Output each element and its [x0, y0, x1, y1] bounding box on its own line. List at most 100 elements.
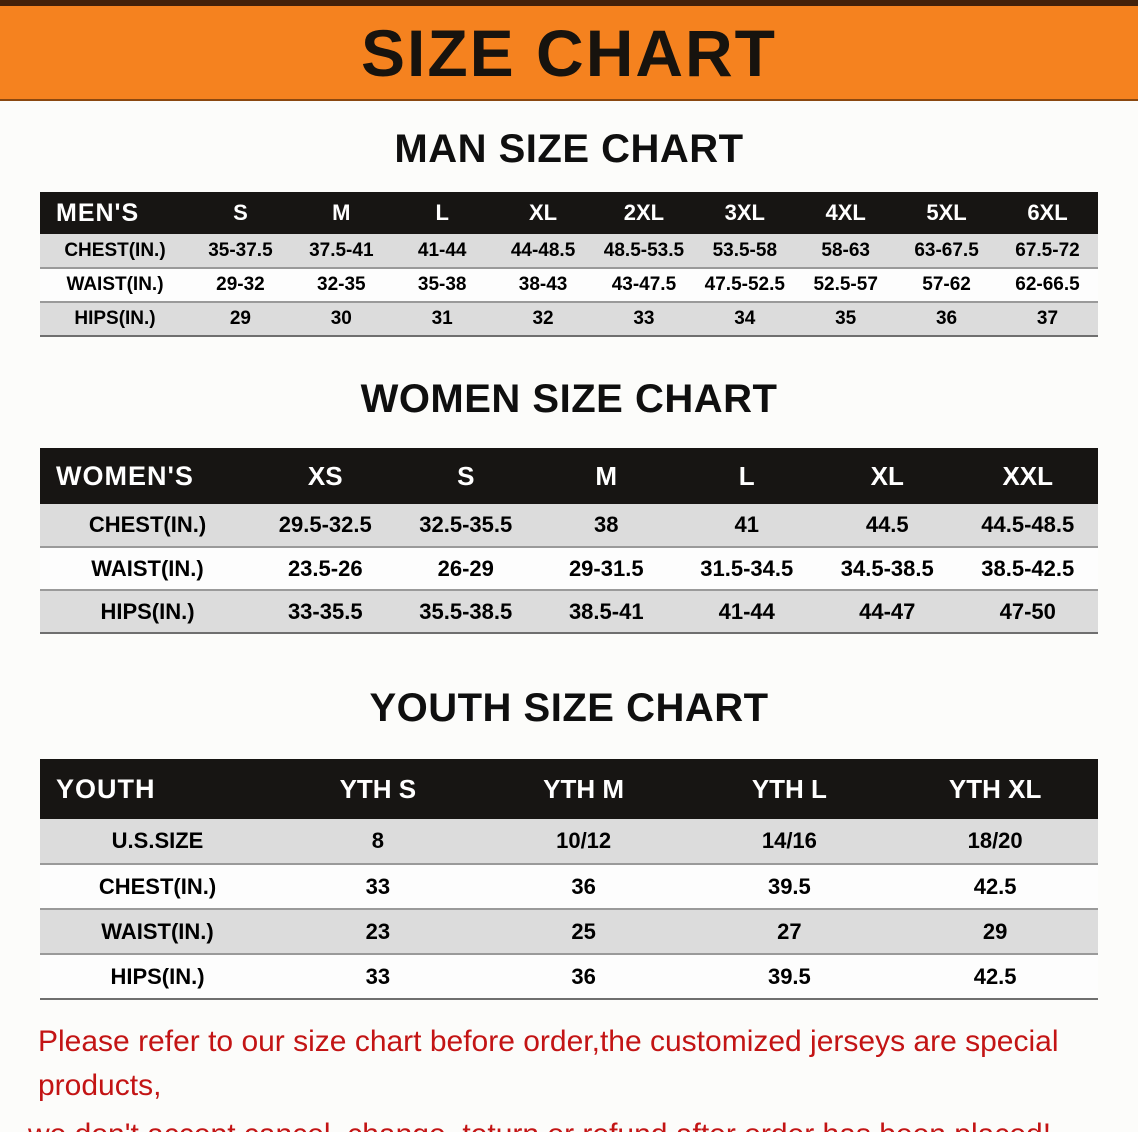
row-label: CHEST(IN.) [40, 864, 275, 909]
row-label: CHEST(IN.) [40, 504, 255, 547]
table-cell: 44-48.5 [492, 234, 594, 268]
table-cell: 67.5-72 [997, 234, 1098, 268]
row-label: WAIST(IN.) [40, 547, 255, 590]
table-cell: 29 [892, 909, 1098, 954]
table-cell: 35 [795, 302, 897, 336]
table-cell: 36 [480, 864, 687, 909]
table-cell: 32.5-35.5 [395, 504, 536, 547]
table-cell: 33 [593, 302, 695, 336]
table-cell: 39.5 [686, 954, 893, 999]
men-waist-row: WAIST(IN.) 29-32 32-35 35-38 38-43 43-47… [40, 268, 1098, 302]
women-col-header-xxl: XXL [957, 448, 1098, 504]
men-col-header-2xl: 2XL [593, 192, 695, 234]
women-col-header-m: M [536, 448, 677, 504]
row-label: HIPS(IN.) [40, 302, 190, 336]
youth-section-heading: YOUTH SIZE CHART [369, 686, 769, 730]
table-cell: 57-62 [896, 268, 997, 302]
women-size-table: WOMEN'S XS S M L XL XXL CHEST(IN.) 29.5-… [40, 448, 1098, 634]
footer-note-line1: Please refer to our size chart before or… [38, 1025, 1059, 1102]
table-cell: 38 [536, 504, 677, 547]
youth-table-corner-label: YOUTH [40, 759, 275, 819]
youth-col-header-yth-xl: YTH XL [892, 759, 1098, 819]
table-cell: 33 [275, 954, 481, 999]
row-label: HIPS(IN.) [40, 954, 275, 999]
women-col-header-xl: XL [817, 448, 958, 504]
men-chest-row: CHEST(IN.) 35-37.5 37.5-41 41-44 44-48.5… [40, 234, 1098, 268]
table-cell: 43-47.5 [593, 268, 695, 302]
women-col-header-xs: XS [255, 448, 396, 504]
table-cell: 31.5-34.5 [676, 547, 817, 590]
women-waist-row: WAIST(IN.) 23.5-26 26-29 29-31.5 31.5-34… [40, 547, 1098, 590]
women-chest-row: CHEST(IN.) 29.5-32.5 32.5-35.5 38 41 44.… [40, 504, 1098, 547]
table-cell: 23 [275, 909, 481, 954]
women-table-corner-label: WOMEN'S [40, 448, 255, 504]
row-label: WAIST(IN.) [40, 268, 190, 302]
table-cell: 27 [686, 909, 893, 954]
table-cell: 29 [190, 302, 291, 336]
size-chart-banner: SIZE CHART [0, 0, 1138, 101]
table-cell: 44.5 [817, 504, 958, 547]
table-cell: 32-35 [290, 268, 392, 302]
table-cell: 41-44 [391, 234, 493, 268]
men-col-header-xl: XL [492, 192, 594, 234]
table-cell: 36 [896, 302, 997, 336]
table-cell: 32 [492, 302, 594, 336]
row-label: CHEST(IN.) [40, 234, 190, 268]
table-cell: 38-43 [492, 268, 594, 302]
men-col-header-5xl: 5XL [896, 192, 997, 234]
table-cell: 34 [694, 302, 796, 336]
row-label: WAIST(IN.) [40, 909, 275, 954]
youth-col-header-yth-m: YTH M [480, 759, 687, 819]
table-cell: 34.5-38.5 [817, 547, 958, 590]
table-cell: 23.5-26 [255, 547, 396, 590]
table-cell: 14/16 [686, 819, 893, 864]
men-col-header-l: L [391, 192, 493, 234]
youth-col-header-yth-l: YTH L [686, 759, 893, 819]
table-cell: 52.5-57 [795, 268, 897, 302]
men-hips-row: HIPS(IN.) 29 30 31 32 33 34 35 36 37 [40, 302, 1098, 336]
banner-title: SIZE CHART [361, 15, 777, 90]
table-cell: 33 [275, 864, 481, 909]
table-cell: 8 [275, 819, 481, 864]
table-cell: 10/12 [480, 819, 687, 864]
table-cell: 47-50 [957, 590, 1098, 633]
row-label: HIPS(IN.) [40, 590, 255, 633]
footer-note-line2: we don't accept cancel, change, teturn o… [0, 1113, 1138, 1132]
men-size-table: MEN'S S M L XL 2XL 3XL 4XL 5XL 6XL CHEST… [40, 192, 1098, 337]
men-table-header-row: MEN'S S M L XL 2XL 3XL 4XL 5XL 6XL [40, 192, 1098, 234]
men-table-corner-label: MEN'S [40, 192, 190, 234]
women-table-header-row: WOMEN'S XS S M L XL XXL [40, 448, 1098, 504]
table-cell: 29-32 [190, 268, 291, 302]
youth-table-header-row: YOUTH YTH S YTH M YTH L YTH XL [40, 759, 1098, 819]
youth-hips-row: HIPS(IN.) 33 36 39.5 42.5 [40, 954, 1098, 999]
table-cell: 35-38 [391, 268, 493, 302]
women-col-header-s: S [395, 448, 536, 504]
youth-waist-row: WAIST(IN.) 23 25 27 29 [40, 909, 1098, 954]
table-cell: 41 [676, 504, 817, 547]
table-cell: 63-67.5 [896, 234, 997, 268]
table-cell: 39.5 [686, 864, 893, 909]
table-cell: 38.5-41 [536, 590, 677, 633]
men-col-header-s: S [190, 192, 291, 234]
table-cell: 18/20 [892, 819, 1098, 864]
table-cell: 58-63 [795, 234, 897, 268]
table-cell: 38.5-42.5 [957, 547, 1098, 590]
table-cell: 29.5-32.5 [255, 504, 396, 547]
table-cell: 48.5-53.5 [593, 234, 695, 268]
table-cell: 29-31.5 [536, 547, 677, 590]
women-hips-row: HIPS(IN.) 33-35.5 35.5-38.5 38.5-41 41-4… [40, 590, 1098, 633]
men-col-header-4xl: 4XL [795, 192, 897, 234]
table-cell: 26-29 [395, 547, 536, 590]
table-cell: 42.5 [892, 864, 1098, 909]
table-cell: 53.5-58 [694, 234, 796, 268]
table-cell: 41-44 [676, 590, 817, 633]
table-cell: 35.5-38.5 [395, 590, 536, 633]
women-section-heading: WOMEN SIZE CHART [360, 377, 778, 421]
table-cell: 35-37.5 [190, 234, 291, 268]
youth-ussize-row: U.S.SIZE 8 10/12 14/16 18/20 [40, 819, 1098, 864]
men-col-header-6xl: 6XL [997, 192, 1098, 234]
table-cell: 37.5-41 [290, 234, 392, 268]
table-cell: 25 [480, 909, 687, 954]
table-cell: 47.5-52.5 [694, 268, 796, 302]
